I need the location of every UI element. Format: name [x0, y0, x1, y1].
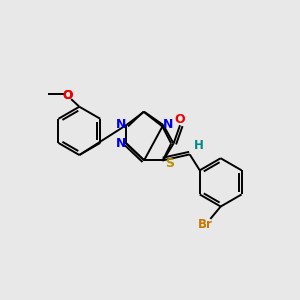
Text: S: S — [165, 157, 174, 170]
Text: H: H — [194, 139, 203, 152]
Text: O: O — [63, 89, 73, 102]
Text: Br: Br — [198, 218, 212, 231]
Text: N: N — [116, 137, 126, 150]
Text: N: N — [116, 118, 126, 131]
Text: O: O — [175, 113, 185, 127]
Text: N: N — [164, 118, 174, 131]
Text: O: O — [62, 89, 73, 102]
